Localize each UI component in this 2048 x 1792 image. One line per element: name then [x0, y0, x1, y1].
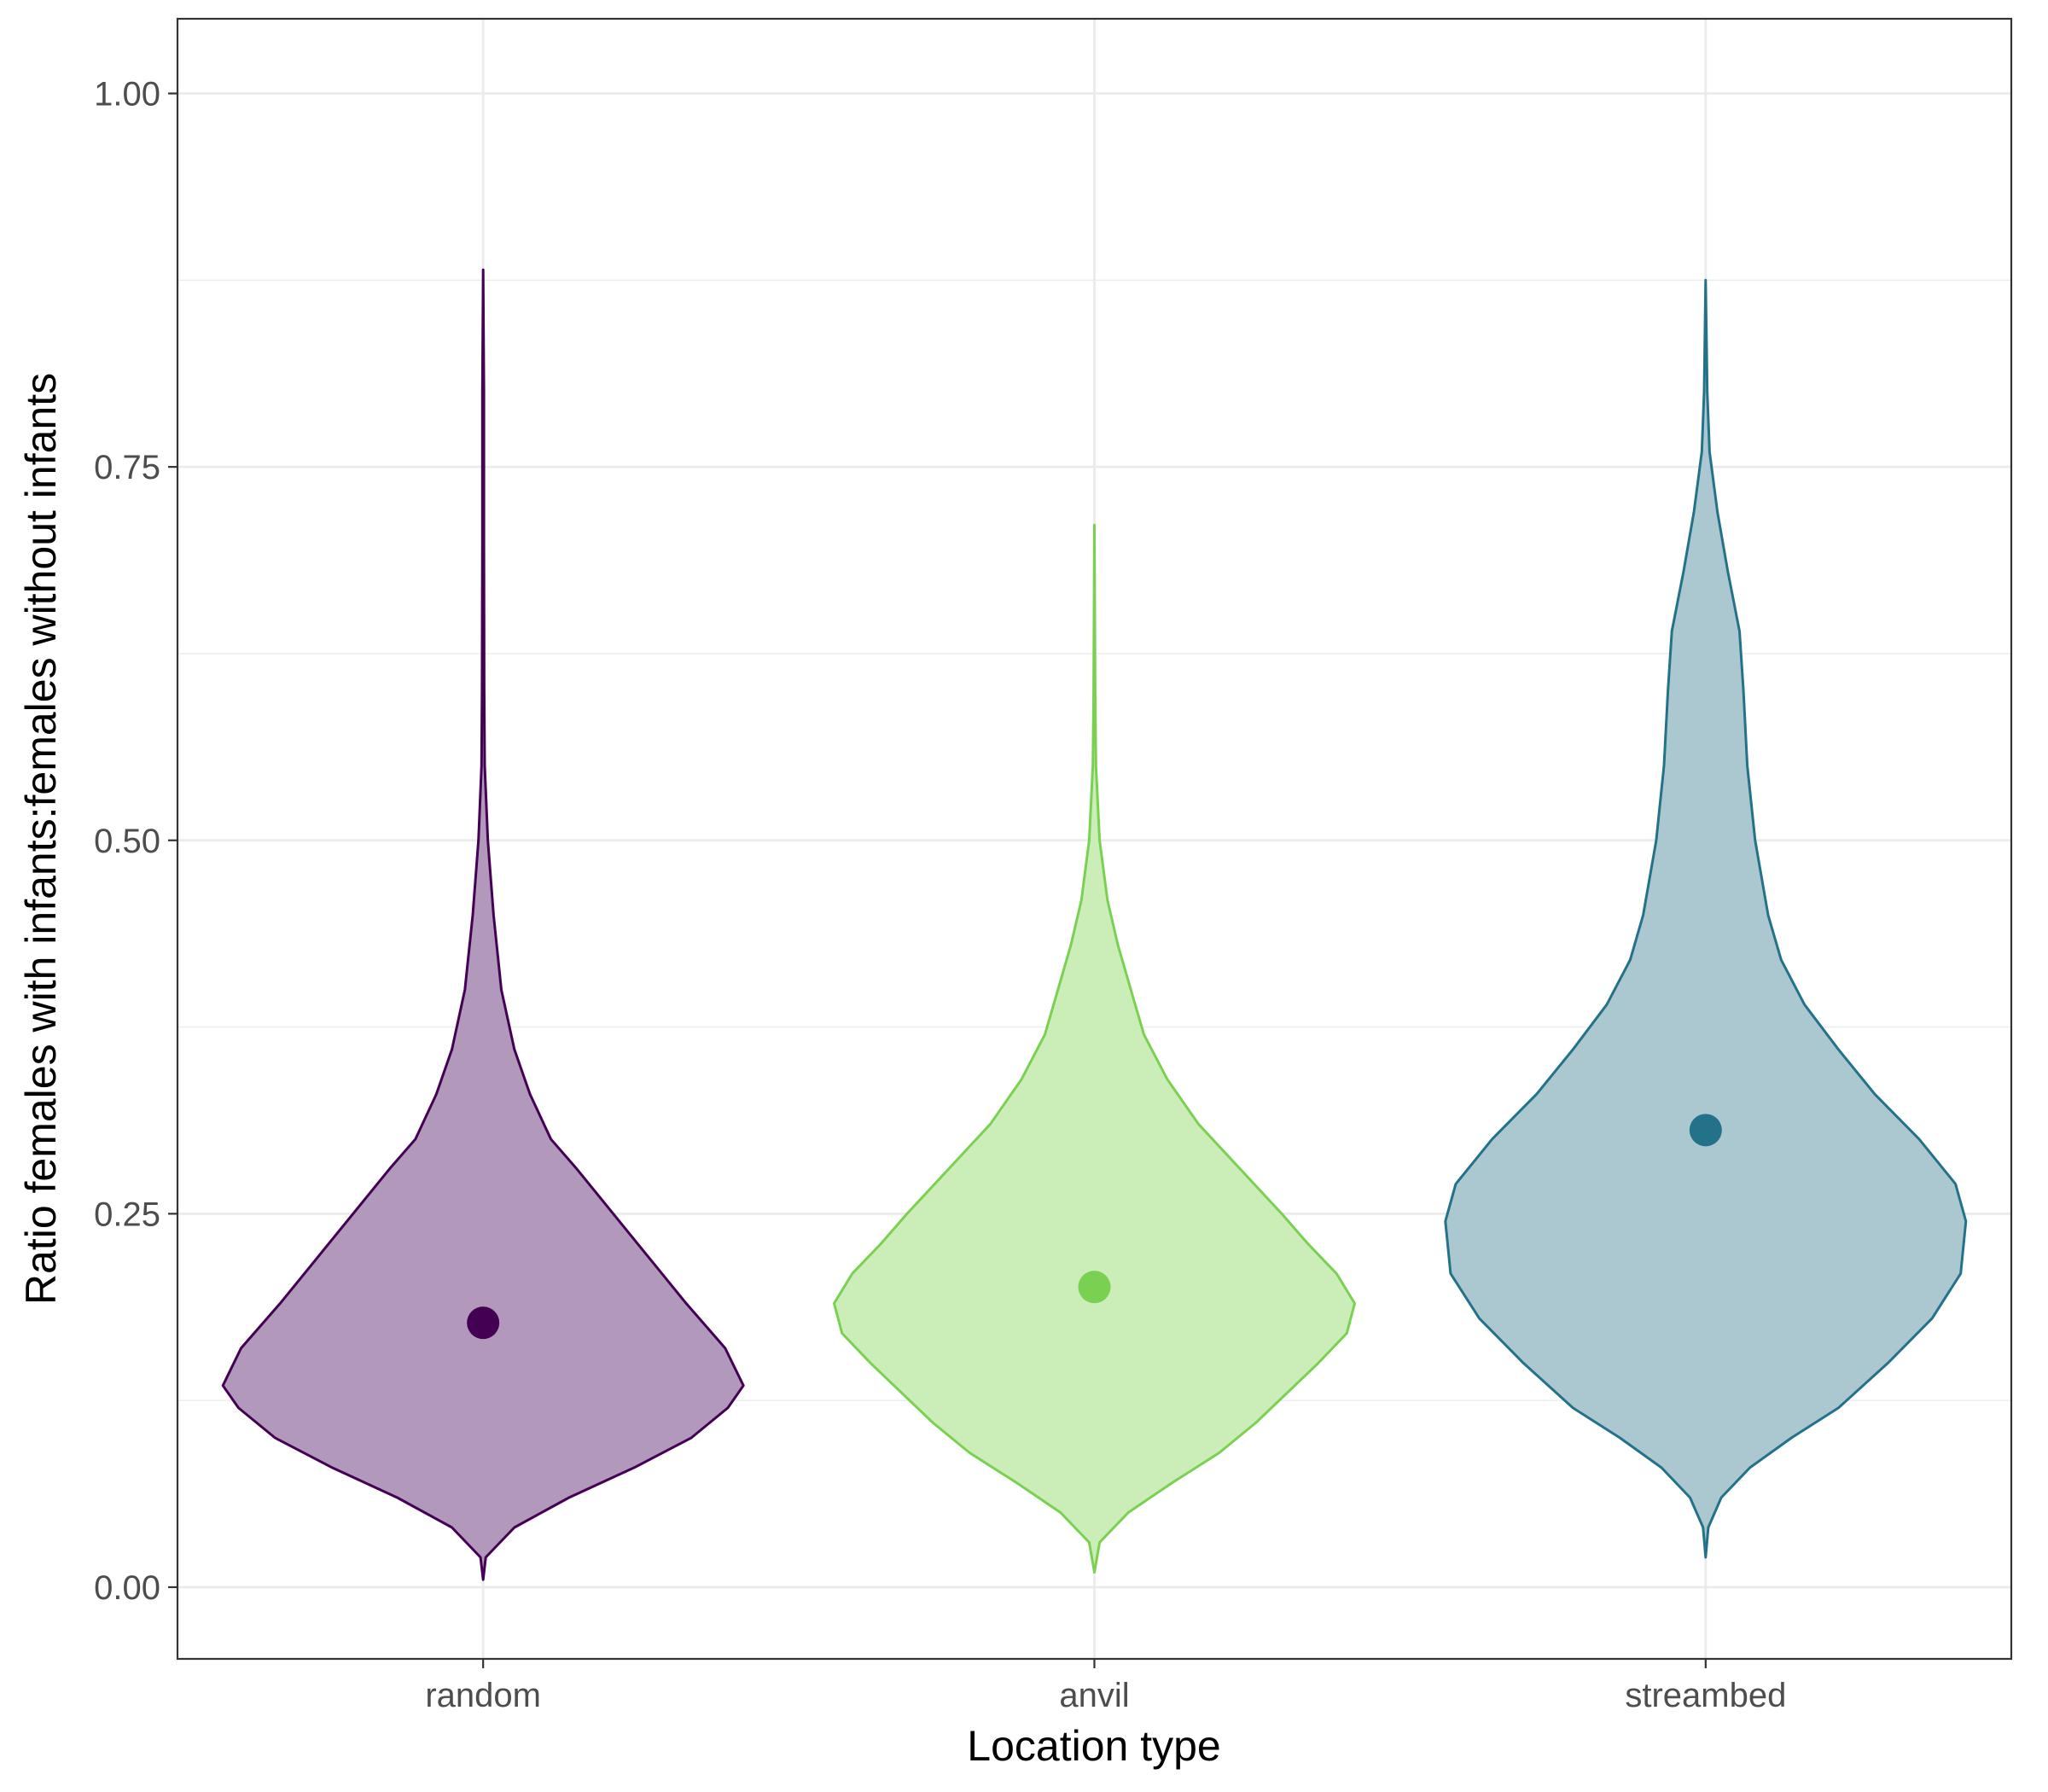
point-anvil	[1078, 1271, 1111, 1304]
point-random	[467, 1306, 500, 1340]
violins	[221, 268, 1968, 1581]
violin-anvil	[833, 523, 1356, 1574]
x-tick-label: streambed	[1625, 1677, 1786, 1714]
y-tick-label: 0.25	[94, 1196, 160, 1233]
point-streambed	[1689, 1114, 1722, 1147]
violin-random	[221, 268, 745, 1581]
y-axis-ticks: 0.00 0.25 0.50 0.75 1.00	[94, 76, 177, 1607]
x-tick-label: anvil	[1059, 1677, 1129, 1714]
y-tick-label: 0.50	[94, 823, 160, 860]
x-tick-label: random	[425, 1677, 541, 1714]
y-tick-label: 1.00	[94, 76, 160, 113]
violin-streambed	[1444, 278, 1968, 1559]
x-axis-ticks: random anvil streambed	[425, 1659, 1786, 1714]
y-tick-label: 0.00	[94, 1569, 160, 1607]
y-tick-label: 0.75	[94, 449, 160, 486]
y-axis-title: Ratio females with infants:females witho…	[17, 373, 65, 1305]
x-axis-title: Location type	[967, 1722, 1220, 1770]
